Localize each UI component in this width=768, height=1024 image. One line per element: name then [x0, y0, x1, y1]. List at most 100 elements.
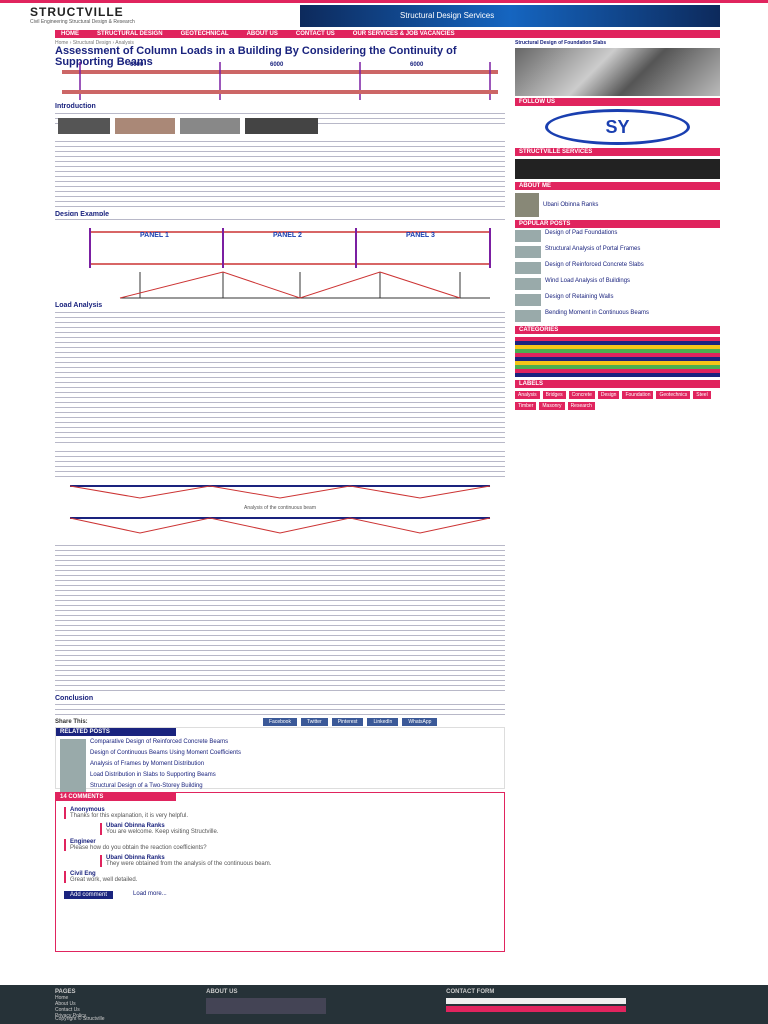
label-cloud: Analysis Bridges Concrete Design Foundation G…	[515, 391, 720, 410]
nav-item[interactable]: HOME	[61, 31, 79, 37]
paragraph	[55, 309, 505, 444]
comment-author: Engineer	[70, 839, 96, 845]
comment-text: Please how do you obtain the reaction co…	[70, 845, 207, 851]
comment: Anonymous Thanks for this explanation, it…	[64, 807, 500, 819]
paragraph	[55, 138, 505, 208]
popular-item[interactable]: Wind Load Analysis of Buildings	[515, 278, 720, 292]
comments: 14 COMMENTS Anonymous Thanks for this exp…	[55, 792, 505, 952]
figure-caption: Analysis of the continuous beam	[244, 505, 316, 511]
popular-item[interactable]: Structural Analysis of Portal Frames	[515, 246, 720, 260]
share-button[interactable]: LinkedIn	[367, 718, 399, 726]
nav-item[interactable]: CONTACT US	[295, 31, 335, 37]
footer-link[interactable]: Privacy Policy	[55, 1013, 87, 1019]
breadcrumb: Home › Structural Design › Analysis	[55, 40, 134, 46]
label-tag[interactable]: Concrete	[568, 391, 595, 399]
footer-contact: CONTACT FORM	[446, 989, 627, 1020]
share-button[interactable]: Pinterest	[331, 718, 364, 726]
share-label: Share This:	[55, 719, 88, 725]
widget-heading: FOLLOW US	[515, 98, 720, 106]
contact-send[interactable]	[446, 1006, 627, 1012]
popular-item[interactable]: Design of Pad Foundations	[515, 230, 720, 244]
logo[interactable]: STRUCTVILLE	[30, 5, 124, 19]
comment-text: You are welcome. Keep visiting Structvil…	[106, 829, 219, 835]
section-heading: Load Analysis	[55, 302, 103, 309]
ad-image[interactable]	[515, 48, 720, 96]
span-label: 6000	[130, 62, 144, 68]
popular-item[interactable]: Design of Retaining Walls	[515, 294, 720, 308]
nav-item[interactable]: STRUCTURAL DESIGN	[97, 31, 163, 37]
comment-author: Civil Eng	[70, 871, 96, 877]
paragraph	[55, 542, 505, 692]
panel-label: PANEL 1	[140, 232, 169, 239]
footer-about: ABOUT US	[206, 989, 327, 1020]
comment: Civil Eng Great work, well detailed.	[64, 871, 500, 883]
share-button[interactable]: WhatsApp	[402, 718, 438, 726]
widget-heading: LABELS	[515, 380, 720, 388]
banner-ad[interactable]: Structural Design Services	[300, 5, 720, 27]
span-label: 6000	[410, 62, 424, 68]
comment-author: Ubani Obinna Ranks	[106, 855, 165, 861]
label-tag[interactable]: Bridges	[542, 391, 566, 399]
related-item[interactable]: Load Distribution in Slabs to Supporting…	[60, 772, 500, 784]
share-row: Share This: Facebook Twitter Pinterest Link…	[55, 718, 505, 726]
popular-list: Design of Pad Foundations Structural Anal…	[515, 230, 720, 324]
related-item[interactable]: Comparative Design of Reinforced Concret…	[60, 739, 500, 751]
panel-label: PANEL 3	[406, 232, 435, 239]
beam	[62, 70, 498, 74]
contact-input[interactable]	[446, 998, 627, 1004]
figure-frame	[62, 62, 498, 100]
nav-bar: HOME STRUCTURAL DESIGN GEOTECHNICAL ABOUT U…	[55, 30, 720, 38]
label-tag[interactable]: Geotechnics	[656, 391, 691, 399]
comment-actions: Add comment Load more...	[56, 891, 504, 899]
footer-link[interactable]: Contact Us	[55, 1007, 80, 1013]
about-me: Ubani Obinna Ranks	[515, 193, 720, 217]
footer: PAGES Home About Us Contact Us Privacy Polic…	[0, 985, 768, 1024]
label-tag[interactable]: Foundation	[622, 391, 654, 399]
top-strip	[0, 0, 768, 3]
nav-item[interactable]: ABOUT US	[246, 31, 278, 37]
related-list: Comparative Design of Reinforced Concret…	[56, 736, 504, 796]
popular-item[interactable]: Bending Moment in Continuous Beams	[515, 310, 720, 324]
about-name: Ubani Obinna Ranks	[543, 202, 599, 208]
category-bars	[515, 337, 720, 377]
copyright: Copyright © Structville	[55, 1016, 105, 1022]
footer-link[interactable]: About Us	[55, 1001, 76, 1007]
nav-item[interactable]: GEOTECHNICAL	[180, 31, 229, 37]
related-posts: RELATED POSTS Comparative Design of Rein…	[55, 727, 505, 795]
ad-title: Structural Design of Foundation Slabs	[515, 40, 607, 46]
sidebar: Structural Design of Foundation Slabs FO…	[515, 40, 720, 410]
services-image[interactable]	[515, 159, 720, 179]
header: STRUCTVILLE Civil Engineering Structural…	[30, 5, 135, 25]
label-tag[interactable]: Analysis	[515, 391, 540, 399]
tagline: Civil Engineering Structural Design & Re…	[30, 19, 135, 25]
comment-text: Great work, well detailed.	[70, 877, 138, 883]
footer-link[interactable]: Home	[55, 995, 69, 1001]
share-button[interactable]: Facebook	[263, 718, 297, 726]
popular-item[interactable]: Design of Reinforced Concrete Slabs	[515, 262, 720, 276]
comment-text: Thanks for this explanation, it is very …	[70, 813, 189, 819]
section-heading: Design Example	[55, 211, 110, 218]
related-item[interactable]: Analysis of Frames by Moment Distributio…	[60, 761, 500, 773]
label-tag[interactable]: Steel	[693, 391, 711, 399]
comment-author: Ubani Obinna Ranks	[106, 823, 165, 829]
span-label: 6000	[270, 62, 284, 68]
load-more[interactable]: Load more...	[133, 891, 167, 897]
comment-text: They were obtained from the analysis of …	[106, 861, 272, 867]
footer-heading: PAGES	[55, 989, 76, 995]
footer-heading: ABOUT US	[206, 989, 238, 995]
share-button[interactable]: Twitter	[300, 718, 328, 726]
comment: Engineer Please how do you obtain the rea…	[64, 839, 500, 851]
widget-heading: POPULAR POSTS	[515, 220, 720, 228]
label-tag[interactable]: Design	[597, 391, 620, 399]
label-tag[interactable]: Research	[567, 402, 595, 410]
paragraph	[55, 448, 505, 478]
article-title: Assessment of Column Loads in a Building…	[55, 45, 457, 68]
label-tag[interactable]: Masonry	[539, 402, 565, 410]
label-tag[interactable]: Timber	[515, 402, 537, 410]
related-item[interactable]: Design of Continuous Beams Using Moment …	[60, 750, 500, 762]
nav-item[interactable]: OUR SERVICES & JOB VACANCIES	[352, 31, 455, 37]
comment: Ubani Obinna Ranks They were obtained fro…	[100, 855, 500, 867]
add-comment[interactable]: Add comment	[64, 891, 114, 899]
comment: Ubani Obinna Ranks You are welcome. Keep …	[100, 823, 500, 835]
